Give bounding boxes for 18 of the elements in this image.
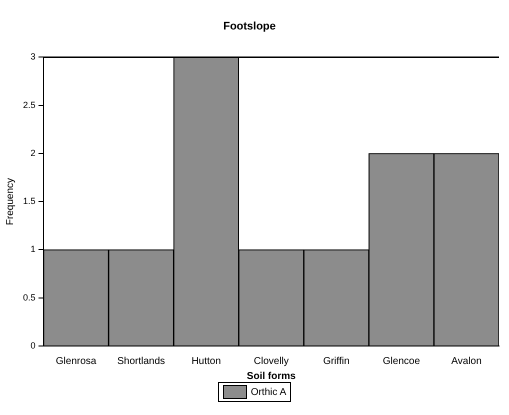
x-tick-label: Clovelly [254, 356, 289, 367]
y-tick-label: 1 [30, 244, 36, 254]
text: Orthic A [250, 386, 286, 398]
y-axis-title: Frequency [4, 178, 16, 226]
y-tick-label: 0 [30, 340, 36, 350]
x-tick-label: Avalon [451, 356, 482, 367]
y-tick-label: 3 [30, 52, 36, 62]
y-tick-label: 1.5 [22, 196, 36, 206]
x-tick-label: Hutton [191, 356, 221, 367]
x-tick-label: Shortlands [117, 356, 166, 367]
x-axis-title: Soil forms [246, 370, 296, 382]
x-tick-label: Griffin [323, 356, 350, 367]
y-tick-label: 0.5 [22, 292, 36, 302]
y-tick-label: 2.5 [22, 100, 36, 110]
chart-title: Footslope [223, 20, 276, 33]
x-tick-label: Glenrosa [56, 356, 97, 367]
y-tick-label: 2 [30, 148, 36, 158]
x-tick-label: Glencoe [382, 356, 420, 367]
